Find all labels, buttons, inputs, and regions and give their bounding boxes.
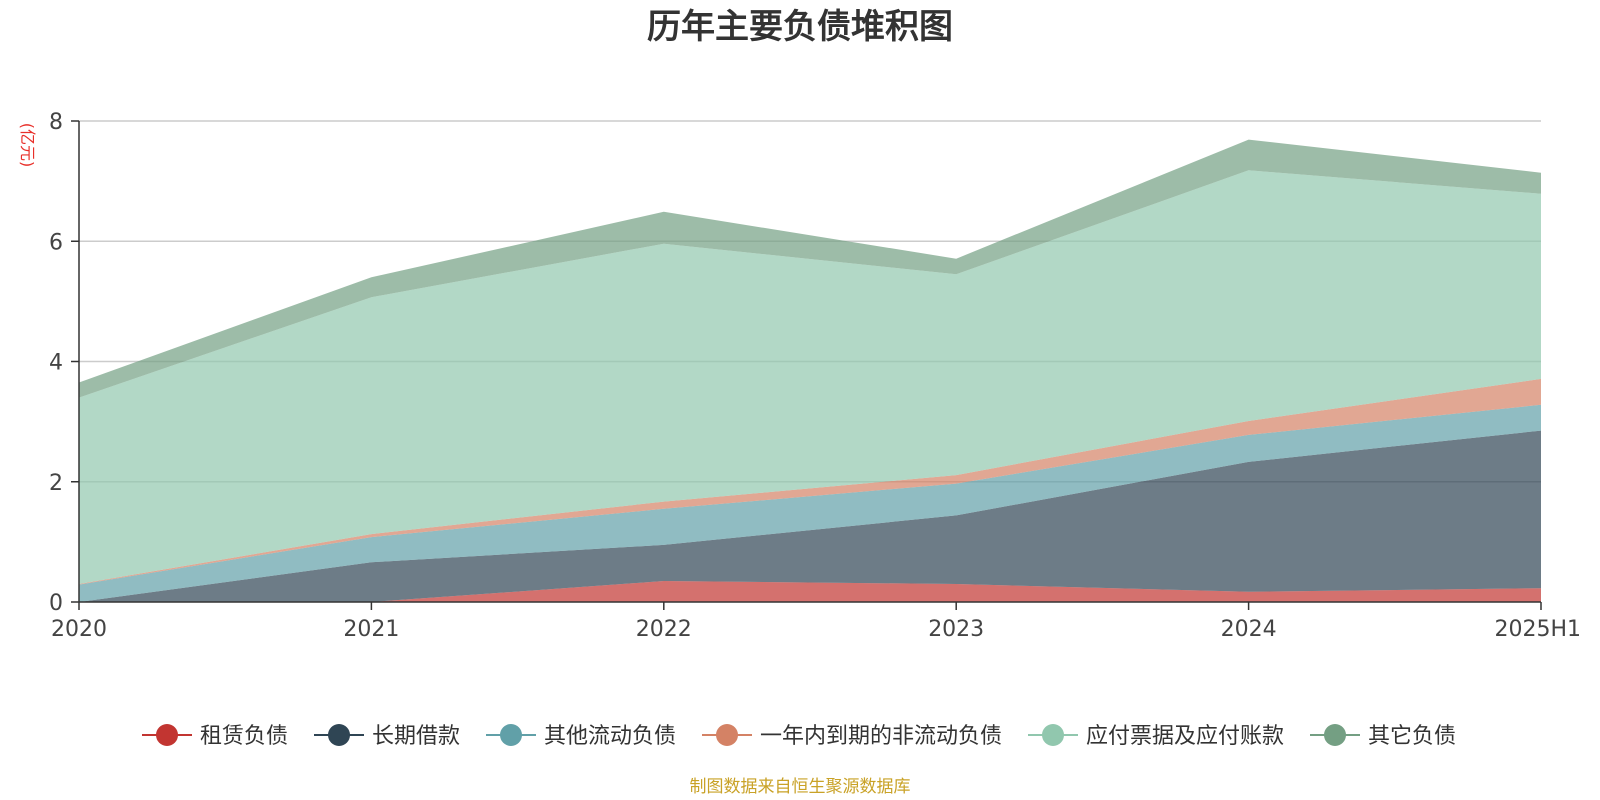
x-tick-label: 2020	[51, 617, 107, 642]
y-tick-label: 0	[49, 591, 63, 616]
x-tick-label: 2022	[636, 617, 692, 642]
legend-marker-icon	[500, 724, 522, 746]
legend-item-4[interactable]: 一年内到期的非流动负债	[702, 724, 1002, 749]
area-series-3	[79, 404, 1541, 602]
x-tick-label: 2025H1	[1494, 617, 1581, 642]
legend-label: 长期借款	[372, 724, 460, 749]
legend-item-6[interactable]: 其它负债	[1310, 724, 1456, 749]
legend-marker-icon	[716, 724, 738, 746]
legend-label: 其它负债	[1368, 724, 1456, 749]
legend-marker-icon	[156, 724, 178, 746]
area-series-5	[79, 170, 1541, 585]
legend-label: 一年内到期的非流动负债	[760, 724, 1002, 749]
legend-item-1[interactable]: 租赁负债	[142, 724, 288, 749]
chart-title: 历年主要负债堆积图	[647, 7, 953, 47]
legend-marker-icon	[1324, 724, 1346, 746]
legend-label: 其他流动负债	[544, 724, 676, 749]
legend-label: 租赁负债	[200, 724, 288, 749]
y-tick-label: 2	[49, 471, 63, 496]
legend-item-2[interactable]: 长期借款	[314, 724, 460, 749]
legend-marker-icon	[328, 724, 350, 746]
area-series-6	[79, 139, 1541, 398]
x-tick-label: 2024	[1221, 617, 1277, 642]
y-tick-label: 8	[49, 110, 63, 135]
area-series-2	[79, 430, 1541, 602]
legend: 租赁负债 长期借款 其他流动负债 一年内到期的非流动负债 应付票据及应付账款 其它负债	[142, 724, 1456, 749]
legend-marker-icon	[1042, 724, 1064, 746]
area-series-layer	[79, 139, 1541, 602]
x-tick-label: 2023	[928, 617, 984, 642]
y-tick-label: 4	[49, 351, 63, 376]
legend-item-3[interactable]: 其他流动负债	[486, 724, 676, 749]
legend-label: 应付票据及应付账款	[1086, 724, 1284, 749]
y-axis-unit-label: (亿元)	[18, 123, 37, 168]
axes: 0 2 4 6 8 2020 2021 2022 2023 2024 2025H1	[49, 110, 1581, 642]
x-tick-label: 2021	[343, 617, 399, 642]
legend-item-5[interactable]: 应付票据及应付账款	[1028, 724, 1284, 749]
source-note: 制图数据来自恒生聚源数据库	[690, 777, 911, 797]
y-tick-label: 6	[49, 230, 63, 255]
